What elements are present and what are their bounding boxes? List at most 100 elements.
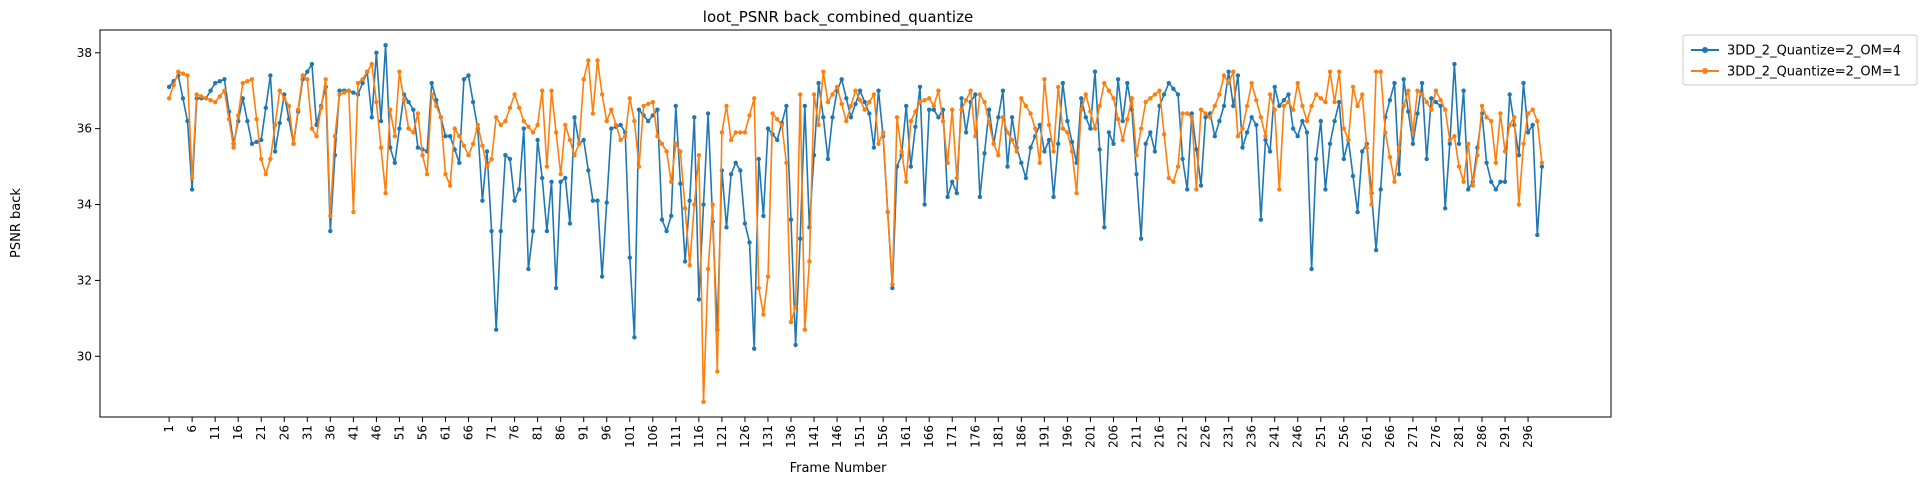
data-point <box>871 145 877 150</box>
data-point <box>176 69 181 74</box>
data-point <box>1217 92 1222 97</box>
x-tick-label: 41 <box>346 425 360 440</box>
data-point <box>927 96 932 101</box>
data-point <box>581 137 586 143</box>
data-point <box>1244 130 1250 135</box>
legend-box <box>1682 34 1918 86</box>
data-point <box>871 92 877 97</box>
series-line-1 <box>168 59 1543 403</box>
data-point <box>254 139 259 145</box>
data-point <box>194 92 199 97</box>
data-point <box>885 209 890 215</box>
data-point <box>1295 134 1300 139</box>
x-tick-label: 36 <box>323 425 337 440</box>
data-point <box>1410 130 1416 135</box>
x-tick-label: 51 <box>392 425 406 440</box>
data-point <box>784 160 789 165</box>
data-point <box>954 175 959 181</box>
data-point <box>775 137 780 143</box>
data-point <box>1521 80 1526 86</box>
data-point <box>862 107 867 112</box>
y-tick-label: 32 <box>77 273 92 287</box>
data-point <box>1493 160 1499 165</box>
data-point <box>618 122 623 128</box>
data-point <box>1295 80 1300 86</box>
data-point <box>655 107 660 112</box>
data-point <box>913 124 918 129</box>
data-point <box>913 109 918 114</box>
data-point <box>1286 99 1291 105</box>
data-point <box>1092 126 1098 131</box>
data-point <box>917 99 923 105</box>
data-point <box>1097 103 1102 109</box>
data-point <box>517 187 522 192</box>
data-point <box>1373 69 1379 74</box>
data-point <box>544 228 550 234</box>
data-point <box>461 77 467 82</box>
data-point <box>673 103 678 109</box>
data-point <box>199 94 204 99</box>
data-point <box>295 107 301 112</box>
data-point <box>494 115 499 120</box>
x-tick-label: 281 <box>1452 425 1466 448</box>
data-point <box>931 103 936 109</box>
data-point <box>682 259 688 264</box>
legend: 3DD_2_Quantize=2_OM=4 3DD_2_Quantize=2_O… <box>1682 34 1918 86</box>
data-point <box>263 105 268 111</box>
x-tick-label: 141 <box>807 425 821 448</box>
data-point <box>1401 103 1406 109</box>
legend-entry-om4: 3DD_2_Quantize=2_OM=4 <box>1691 44 1901 59</box>
data-point <box>659 141 665 146</box>
data-point <box>282 96 287 101</box>
data-point <box>1263 137 1268 143</box>
data-point <box>1438 98 1443 103</box>
data-point <box>1235 134 1241 139</box>
data-point <box>802 103 807 109</box>
data-point <box>203 96 209 101</box>
data-point <box>1314 92 1319 97</box>
data-point <box>1433 99 1439 105</box>
x-tick-label: 121 <box>715 425 729 448</box>
data-point <box>337 92 342 97</box>
data-point <box>346 88 351 93</box>
data-point <box>443 134 448 139</box>
data-point <box>213 99 218 105</box>
data-point <box>268 73 273 78</box>
data-point <box>277 120 282 126</box>
data-point <box>894 115 900 120</box>
data-point <box>383 43 388 48</box>
data-point <box>844 96 849 101</box>
data-point <box>526 266 531 272</box>
data-point <box>498 228 503 234</box>
data-point <box>802 327 807 332</box>
data-point <box>1065 118 1070 124</box>
data-point <box>1272 107 1277 112</box>
data-point <box>650 99 655 105</box>
data-point <box>1106 88 1112 93</box>
data-point <box>1148 96 1153 101</box>
data-point <box>277 88 282 93</box>
x-tick-label: 91 <box>577 425 591 440</box>
data-point <box>268 156 273 162</box>
x-tick-label: 176 <box>968 425 982 448</box>
data-point <box>724 225 729 230</box>
data-point <box>240 96 245 101</box>
data-point <box>599 92 605 97</box>
x-tick-label: 136 <box>784 425 798 448</box>
data-point <box>853 101 858 107</box>
data-point <box>415 145 421 150</box>
data-point <box>1014 149 1019 154</box>
data-point <box>208 88 213 93</box>
data-point <box>1466 141 1471 146</box>
data-point <box>1244 103 1250 109</box>
data-point <box>1318 118 1324 124</box>
data-point <box>337 88 342 93</box>
data-point <box>1369 202 1374 207</box>
data-point <box>1069 139 1075 145</box>
data-point <box>1148 130 1153 135</box>
data-point <box>1466 187 1471 192</box>
data-point <box>517 105 522 111</box>
data-point <box>374 50 379 55</box>
data-point <box>1341 126 1347 131</box>
